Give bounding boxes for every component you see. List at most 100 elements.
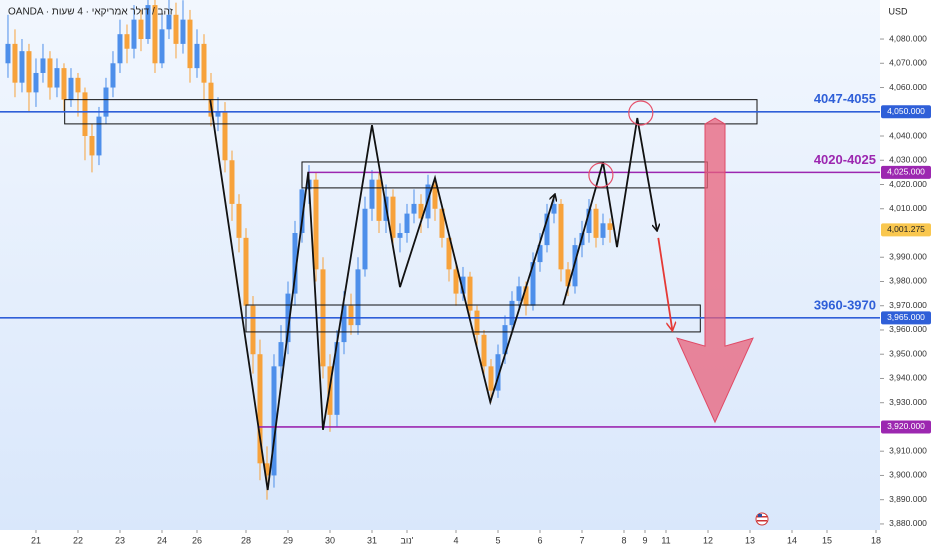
candle-body (180, 19, 186, 44)
x-tick-label: 8 (621, 535, 626, 545)
last-price-label: 4,001.275 (887, 224, 925, 234)
x-tick-label: 22 (73, 535, 83, 545)
candle-body (166, 14, 172, 30)
trend-drawing (562, 117, 657, 306)
candle-body (537, 245, 543, 263)
y-tick-label: 4,010.000 (889, 203, 927, 213)
x-tick-label: 14 (787, 535, 797, 545)
candle-body (313, 179, 319, 270)
candle-body (68, 77, 74, 100)
x-tick-label: 31 (367, 535, 377, 545)
x-tick-label: 7 (579, 535, 584, 545)
zone-label: 4047-4055 (814, 91, 876, 106)
candle-body (418, 203, 424, 219)
candle-body (348, 305, 354, 326)
plot: 4047-4055 4020-4025 3960-3970 (0, 0, 880, 500)
y-tick-label: 3,930.000 (889, 397, 927, 407)
x-tick-label: 9 (642, 535, 647, 545)
candle-body (586, 208, 592, 233)
candle-body (600, 223, 606, 238)
x-tick-label: 18 (871, 535, 881, 545)
header: OANDA · זהב / דולר אמריקאי · 4 שעות (8, 6, 174, 18)
price-badge (881, 311, 931, 325)
candle-body (173, 14, 179, 44)
y-tick-label: 3,960.000 (889, 324, 927, 334)
candle-body (376, 179, 382, 221)
candle-body (131, 19, 137, 49)
y-tick-label: 3,910.000 (889, 445, 927, 455)
y-tick-label: 4,070.000 (889, 58, 927, 68)
candle-body (411, 203, 417, 214)
candle-body (530, 262, 536, 306)
y-tick-label: 3,900.000 (889, 470, 927, 480)
price-badge-label: 3,965.000 (887, 312, 925, 322)
candle-body (236, 203, 242, 238)
candle-body (446, 237, 452, 270)
x-tick-label: 6 (537, 535, 542, 545)
candle-body (117, 34, 123, 64)
candle-body (54, 68, 60, 88)
candle-body (334, 342, 340, 415)
candle-body (565, 269, 571, 287)
price-badge-label: 4,025.000 (887, 167, 925, 177)
candle-body (593, 208, 599, 238)
candle-body (110, 63, 116, 88)
price-axis-background (880, 0, 932, 550)
candle-body (75, 77, 81, 93)
candle-body (439, 208, 445, 238)
candle-body (82, 92, 88, 137)
candle-body (159, 29, 165, 64)
currency: USD (888, 6, 908, 16)
candle-body (271, 366, 277, 476)
y-tick-label: 3,970.000 (889, 300, 927, 310)
price-badge-label: 4,050.000 (887, 106, 925, 116)
y-tick-label: 3,880.000 (889, 518, 927, 528)
candle-body (96, 116, 102, 156)
highlight-circle (588, 162, 614, 188)
candle-body (355, 269, 361, 326)
x-tick-label: 11 (661, 535, 670, 545)
candle-body (12, 43, 18, 83)
candle-body (201, 43, 207, 83)
candle-body (124, 34, 130, 49)
candle-body (453, 269, 459, 294)
zone-label: 4020-4025 (814, 152, 876, 167)
x-tick-label: 13 (745, 535, 755, 545)
candle-body (138, 19, 144, 40)
candle-body (362, 208, 368, 270)
y-tick-label: 4,040.000 (889, 130, 927, 140)
big-down-arrow (676, 117, 754, 424)
candle-body (292, 232, 298, 294)
candle-body (509, 300, 515, 326)
x-tick-label: 30 (325, 535, 335, 545)
candle-body (607, 223, 613, 230)
y-tick-label: 3,980.000 (889, 276, 927, 286)
x-tick-label: 12 (703, 535, 713, 545)
price-badge-label: 3,920.000 (887, 421, 925, 431)
candle-body (502, 325, 508, 355)
y-tick-label: 3,950.000 (889, 348, 927, 358)
plot-background (0, 0, 880, 530)
candle-body (432, 184, 438, 209)
x-tick-label: 26 (192, 535, 202, 545)
candle-body (523, 286, 529, 306)
candle-body (61, 68, 67, 100)
candle-body (229, 160, 235, 204)
candle-body (264, 463, 270, 476)
candle-body (257, 354, 263, 464)
trend-drawing (657, 237, 672, 330)
y-tick-label: 4,060.000 (889, 82, 927, 92)
highlight-circle (628, 100, 654, 126)
candle-body (243, 237, 249, 306)
candle-body (474, 310, 480, 335)
candle-body (299, 189, 305, 233)
candle-body (278, 342, 284, 367)
zone-label: 3960-3970 (814, 297, 876, 312)
us-flag-icon (755, 512, 769, 526)
price-badge (881, 420, 931, 434)
candle-body (551, 203, 557, 214)
y-tick-label: 4,020.000 (889, 179, 927, 189)
price-badge (881, 105, 931, 119)
x-tick-label: נוב' (401, 535, 414, 545)
